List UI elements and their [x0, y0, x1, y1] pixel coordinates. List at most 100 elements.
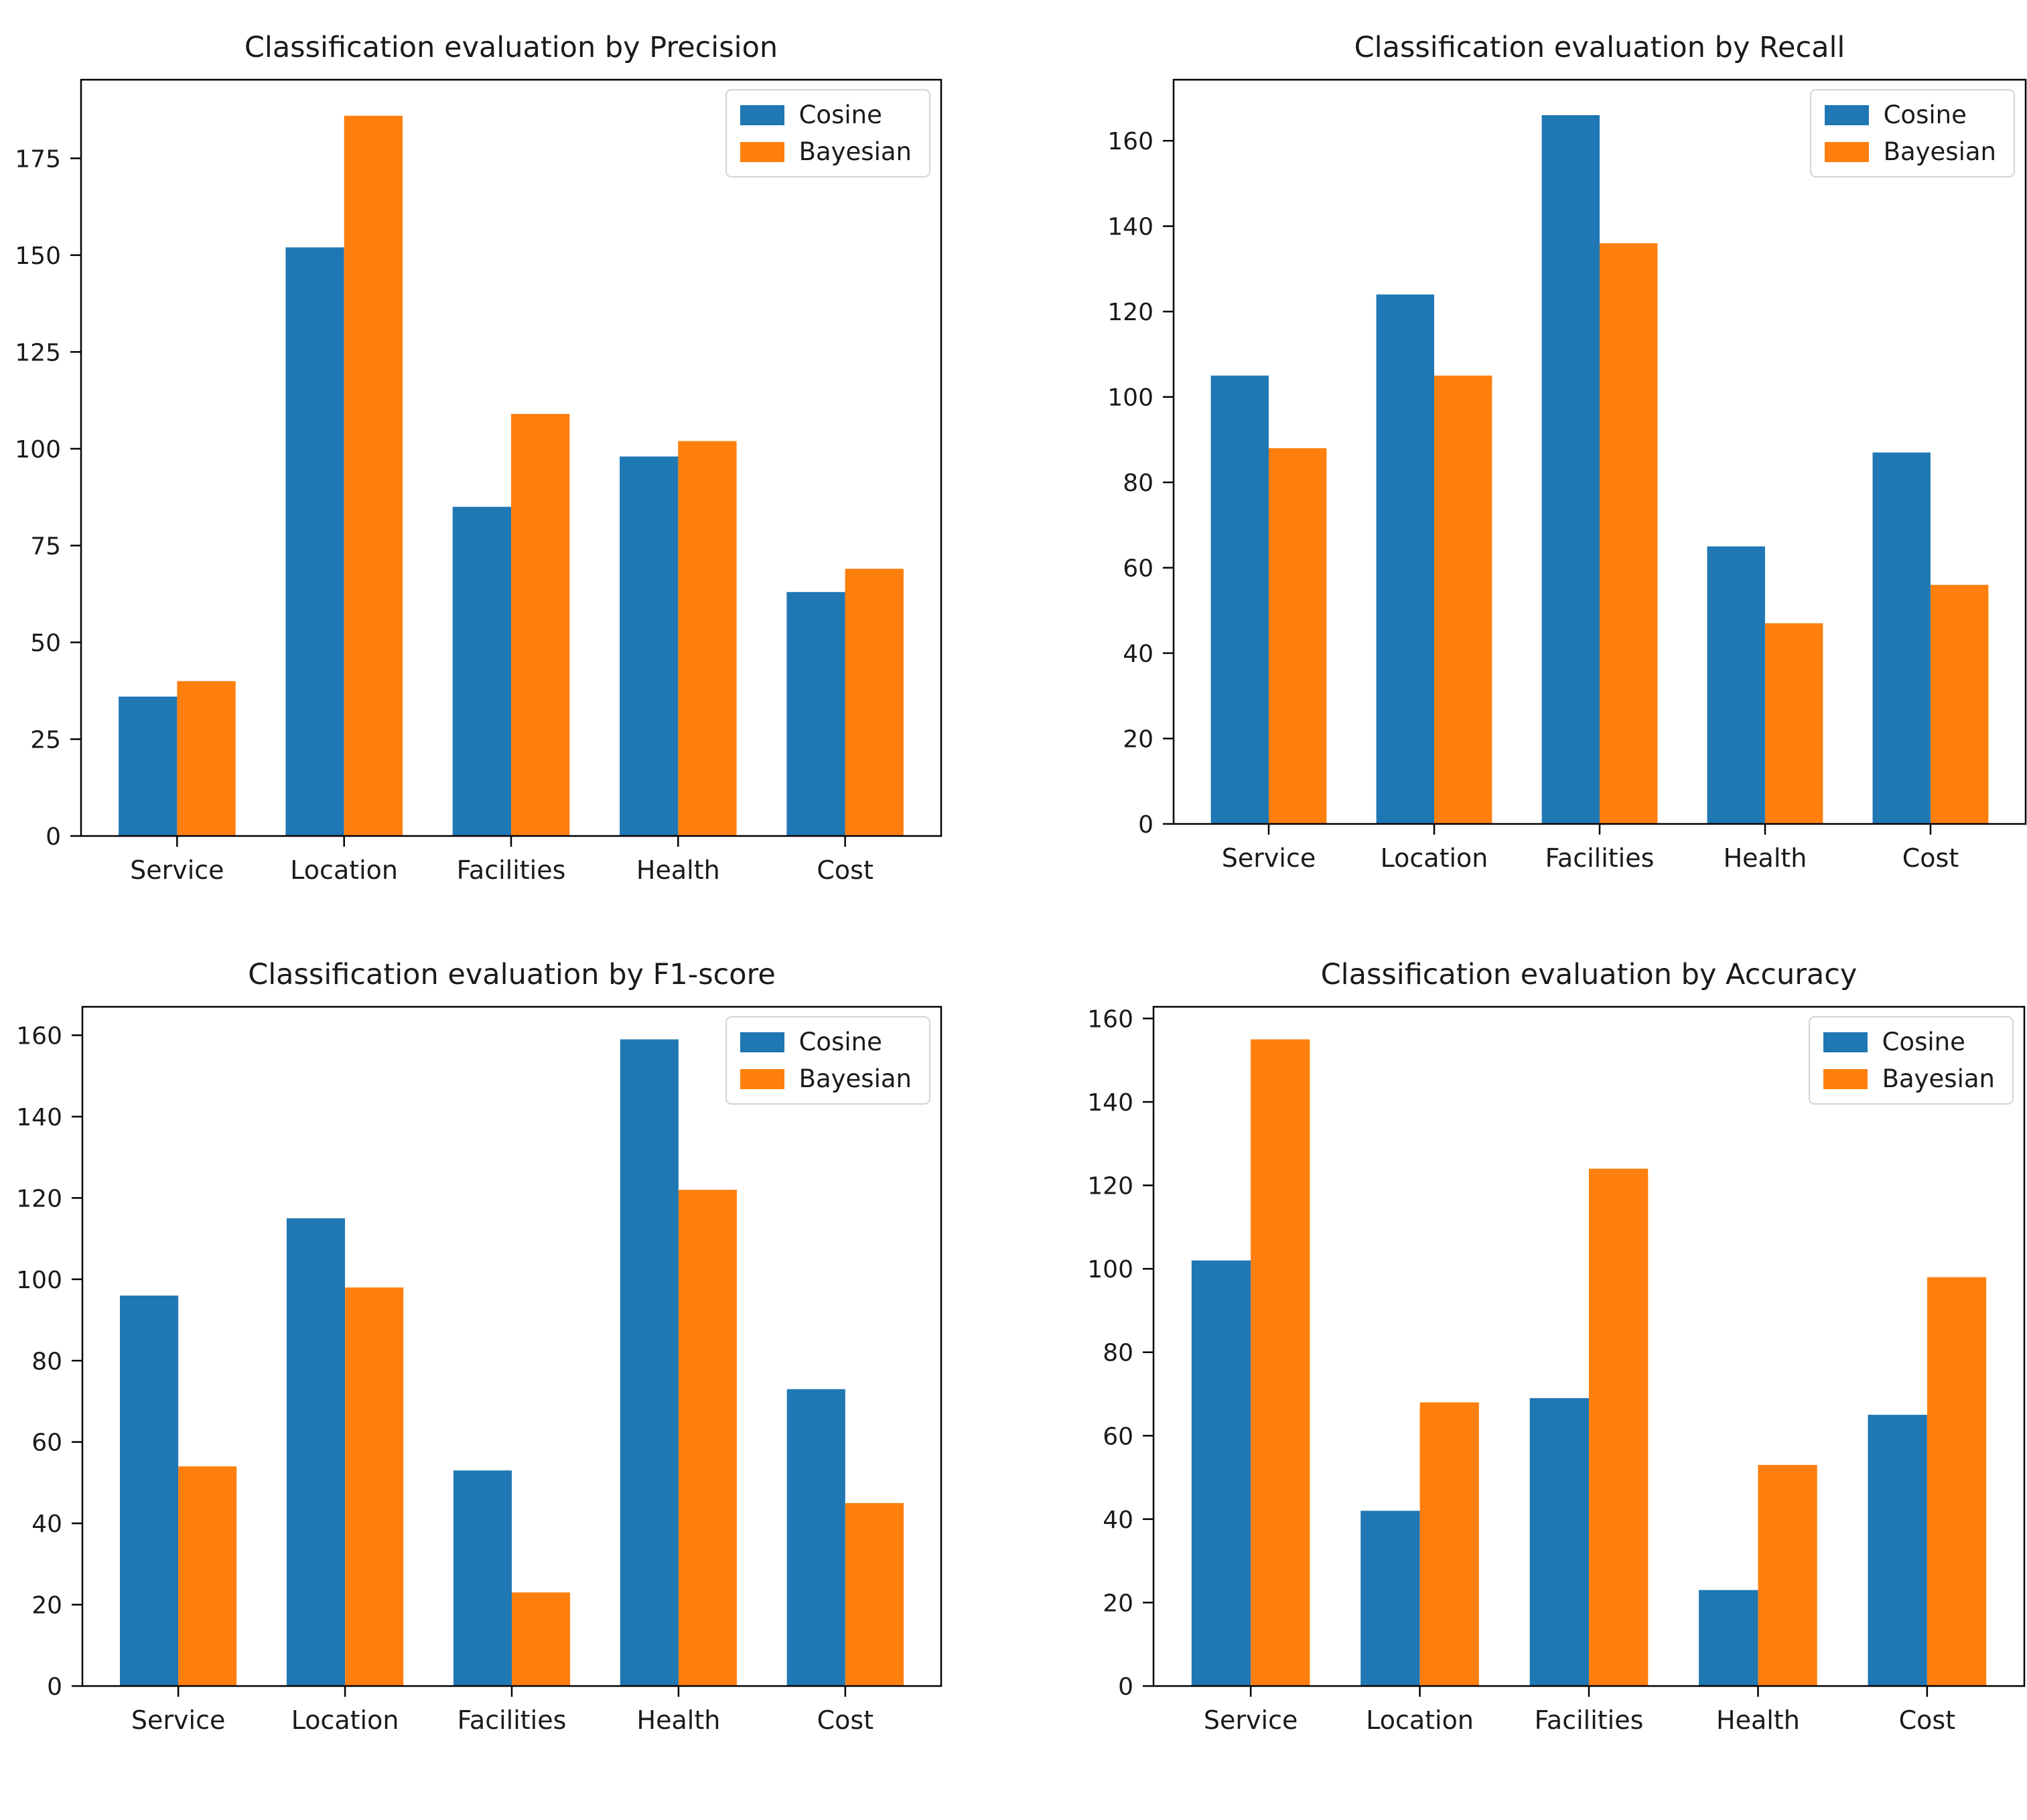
y-tick-label: 60 [31, 1429, 62, 1457]
x-tick-label-location: Location [1366, 1705, 1474, 1735]
legend-box: Cosine Bayesian [725, 1016, 930, 1105]
bar-bayesian-cost [1931, 585, 1989, 824]
bar-cosine-facilities [1541, 115, 1600, 824]
recall-plot-svg: 0 20 40 60 80 100 120 140 160 Service Location Faci… [1107, 78, 2027, 873]
x-tick-label-health: Health [636, 855, 720, 885]
y-tick-label: 120 [1087, 1173, 1133, 1200]
y-tick-label: 40 [1103, 1507, 1133, 1534]
legend-box: Cosine Bayesian [1808, 1016, 2014, 1105]
y-tick-label: 0 [46, 823, 61, 851]
legend-box: Cosine Bayesian [1809, 89, 2015, 178]
y-tick-label: 80 [31, 1348, 62, 1375]
y-tick-label: 120 [1107, 299, 1154, 326]
x-tick-label-facilities: Facilities [1535, 1705, 1644, 1735]
y-tick-label: 0 [47, 1673, 62, 1701]
bar-cosine-location [285, 247, 344, 836]
bar-bayesian-health [678, 441, 737, 836]
bar-bayesian-location [1419, 1402, 1479, 1686]
bar-bayesian-service [1251, 1039, 1310, 1686]
y-tick-label: 25 [30, 726, 61, 754]
y-tick-label: 0 [1138, 811, 1154, 839]
bar-bayesian-location [1434, 375, 1492, 824]
axes-box [1172, 78, 2027, 825]
y-tick-label: 40 [1123, 640, 1154, 668]
y-tick-label: 60 [1103, 1423, 1133, 1450]
x-tick-label-cost: Cost [1899, 1705, 1955, 1735]
precision-plot-svg: 0 25 50 75 100 125 150 175 Service Location Facili… [15, 78, 942, 885]
chart-title: Classification evaluation by Precision [244, 31, 778, 64]
bar-cosine-service [119, 696, 178, 836]
cosine-legend-label: Cosine [798, 100, 882, 129]
y-tick-label: 140 [16, 1104, 62, 1131]
chart-recall: 0 20 40 60 80 100 120 140 160 Service Location Faci… [1014, 0, 2027, 910]
legend-item-bayesian: Bayesian [740, 139, 912, 164]
cosine-legend-label: Cosine [798, 1028, 882, 1056]
bar-cosine-health [1699, 1590, 1758, 1686]
bar-bayesian-facilities [1589, 1168, 1649, 1686]
bar-cosine-cost [786, 591, 845, 836]
bayesian-legend-label: Bayesian [1882, 1064, 1995, 1093]
x-tick-label-cost: Cost [817, 1705, 873, 1735]
x-tick-label-location: Location [290, 855, 398, 885]
legend-item-cosine: Cosine [740, 1030, 912, 1054]
bar-bayesian-service [178, 1466, 237, 1686]
x-tick-label-cost: Cost [1902, 843, 1959, 873]
bar-cosine-location [286, 1218, 345, 1686]
y-tick-label: 175 [15, 145, 61, 173]
bar-cosine-location [1360, 1511, 1420, 1686]
y-tick-label: 50 [30, 630, 61, 657]
y-tick-label: 160 [16, 1023, 62, 1050]
bar-bayesian-location [345, 1287, 404, 1686]
y-tick-label: 160 [1087, 1005, 1133, 1033]
axes-box [80, 78, 942, 837]
bayesian-legend-swatch [1823, 1068, 1868, 1089]
chart-title: Classification evaluation by Recall [1354, 31, 1845, 64]
legend-item-cosine: Cosine [740, 102, 912, 127]
bar-cosine-service [1210, 375, 1269, 824]
cosine-legend-label: Cosine [1882, 1028, 1965, 1056]
bar-cosine-facilities [453, 1470, 512, 1686]
y-tick-label: 100 [1087, 1256, 1133, 1283]
x-tick-label-service: Service [130, 855, 224, 885]
x-tick-label-service: Service [1222, 843, 1316, 873]
y-tick-label: 60 [1123, 555, 1154, 583]
legend-item-cosine: Cosine [1823, 1030, 1995, 1054]
legend-item-bayesian: Bayesian [1824, 137, 1996, 166]
bar-bayesian-health [1765, 623, 1823, 824]
bar-cosine-service [1191, 1260, 1251, 1686]
y-tick-label: 120 [16, 1185, 62, 1212]
x-tick-label-location: Location [1381, 843, 1488, 873]
bar-bayesian-cost [1927, 1277, 1987, 1686]
bar-cosine-cost [1872, 452, 1931, 824]
y-tick-label: 20 [1103, 1590, 1133, 1617]
accuracy-plot-svg: 0 20 40 60 80 100 120 140 160 Service Location Faci… [1087, 1005, 2026, 1735]
x-tick-label-location: Location [291, 1705, 399, 1735]
bar-bayesian-facilities [512, 1592, 571, 1686]
y-tick-label: 20 [31, 1592, 62, 1620]
x-tick-label-health: Health [1716, 1705, 1800, 1735]
bar-bayesian-health [678, 1190, 737, 1686]
bar-cosine-health [1707, 546, 1765, 824]
bayesian-legend-swatch [1824, 141, 1869, 162]
f1-score-plot-svg: 0 20 40 60 80 100 120 140 160 Service Location Faci… [16, 1005, 942, 1735]
bar-cosine-service [120, 1296, 179, 1686]
y-tick-label: 100 [1107, 384, 1154, 412]
y-tick-label: 140 [1107, 214, 1154, 241]
bar-bayesian-facilities [1600, 243, 1658, 825]
bayesian-legend-label: Bayesian [798, 137, 912, 166]
cosine-legend-swatch [740, 1032, 784, 1052]
y-tick-label: 140 [1087, 1089, 1133, 1117]
y-tick-label: 100 [15, 436, 61, 464]
x-tick-label-health: Health [1724, 843, 1807, 873]
bar-bayesian-service [177, 681, 236, 836]
cosine-legend-swatch [1823, 1032, 1868, 1052]
y-tick-label: 160 [1107, 128, 1154, 155]
bayesian-legend-label: Bayesian [1883, 137, 1996, 166]
axes-box [1152, 1005, 2026, 1687]
cosine-legend-swatch [740, 104, 784, 125]
x-tick-label-facilities: Facilities [458, 1705, 567, 1735]
legend-item-bayesian: Bayesian [1823, 1066, 1995, 1091]
chart-f1-score: 0 20 40 60 80 100 120 140 160 Service Location Faci… [0, 910, 1014, 1820]
chart-title: Classification evaluation by F1-score [248, 958, 776, 991]
